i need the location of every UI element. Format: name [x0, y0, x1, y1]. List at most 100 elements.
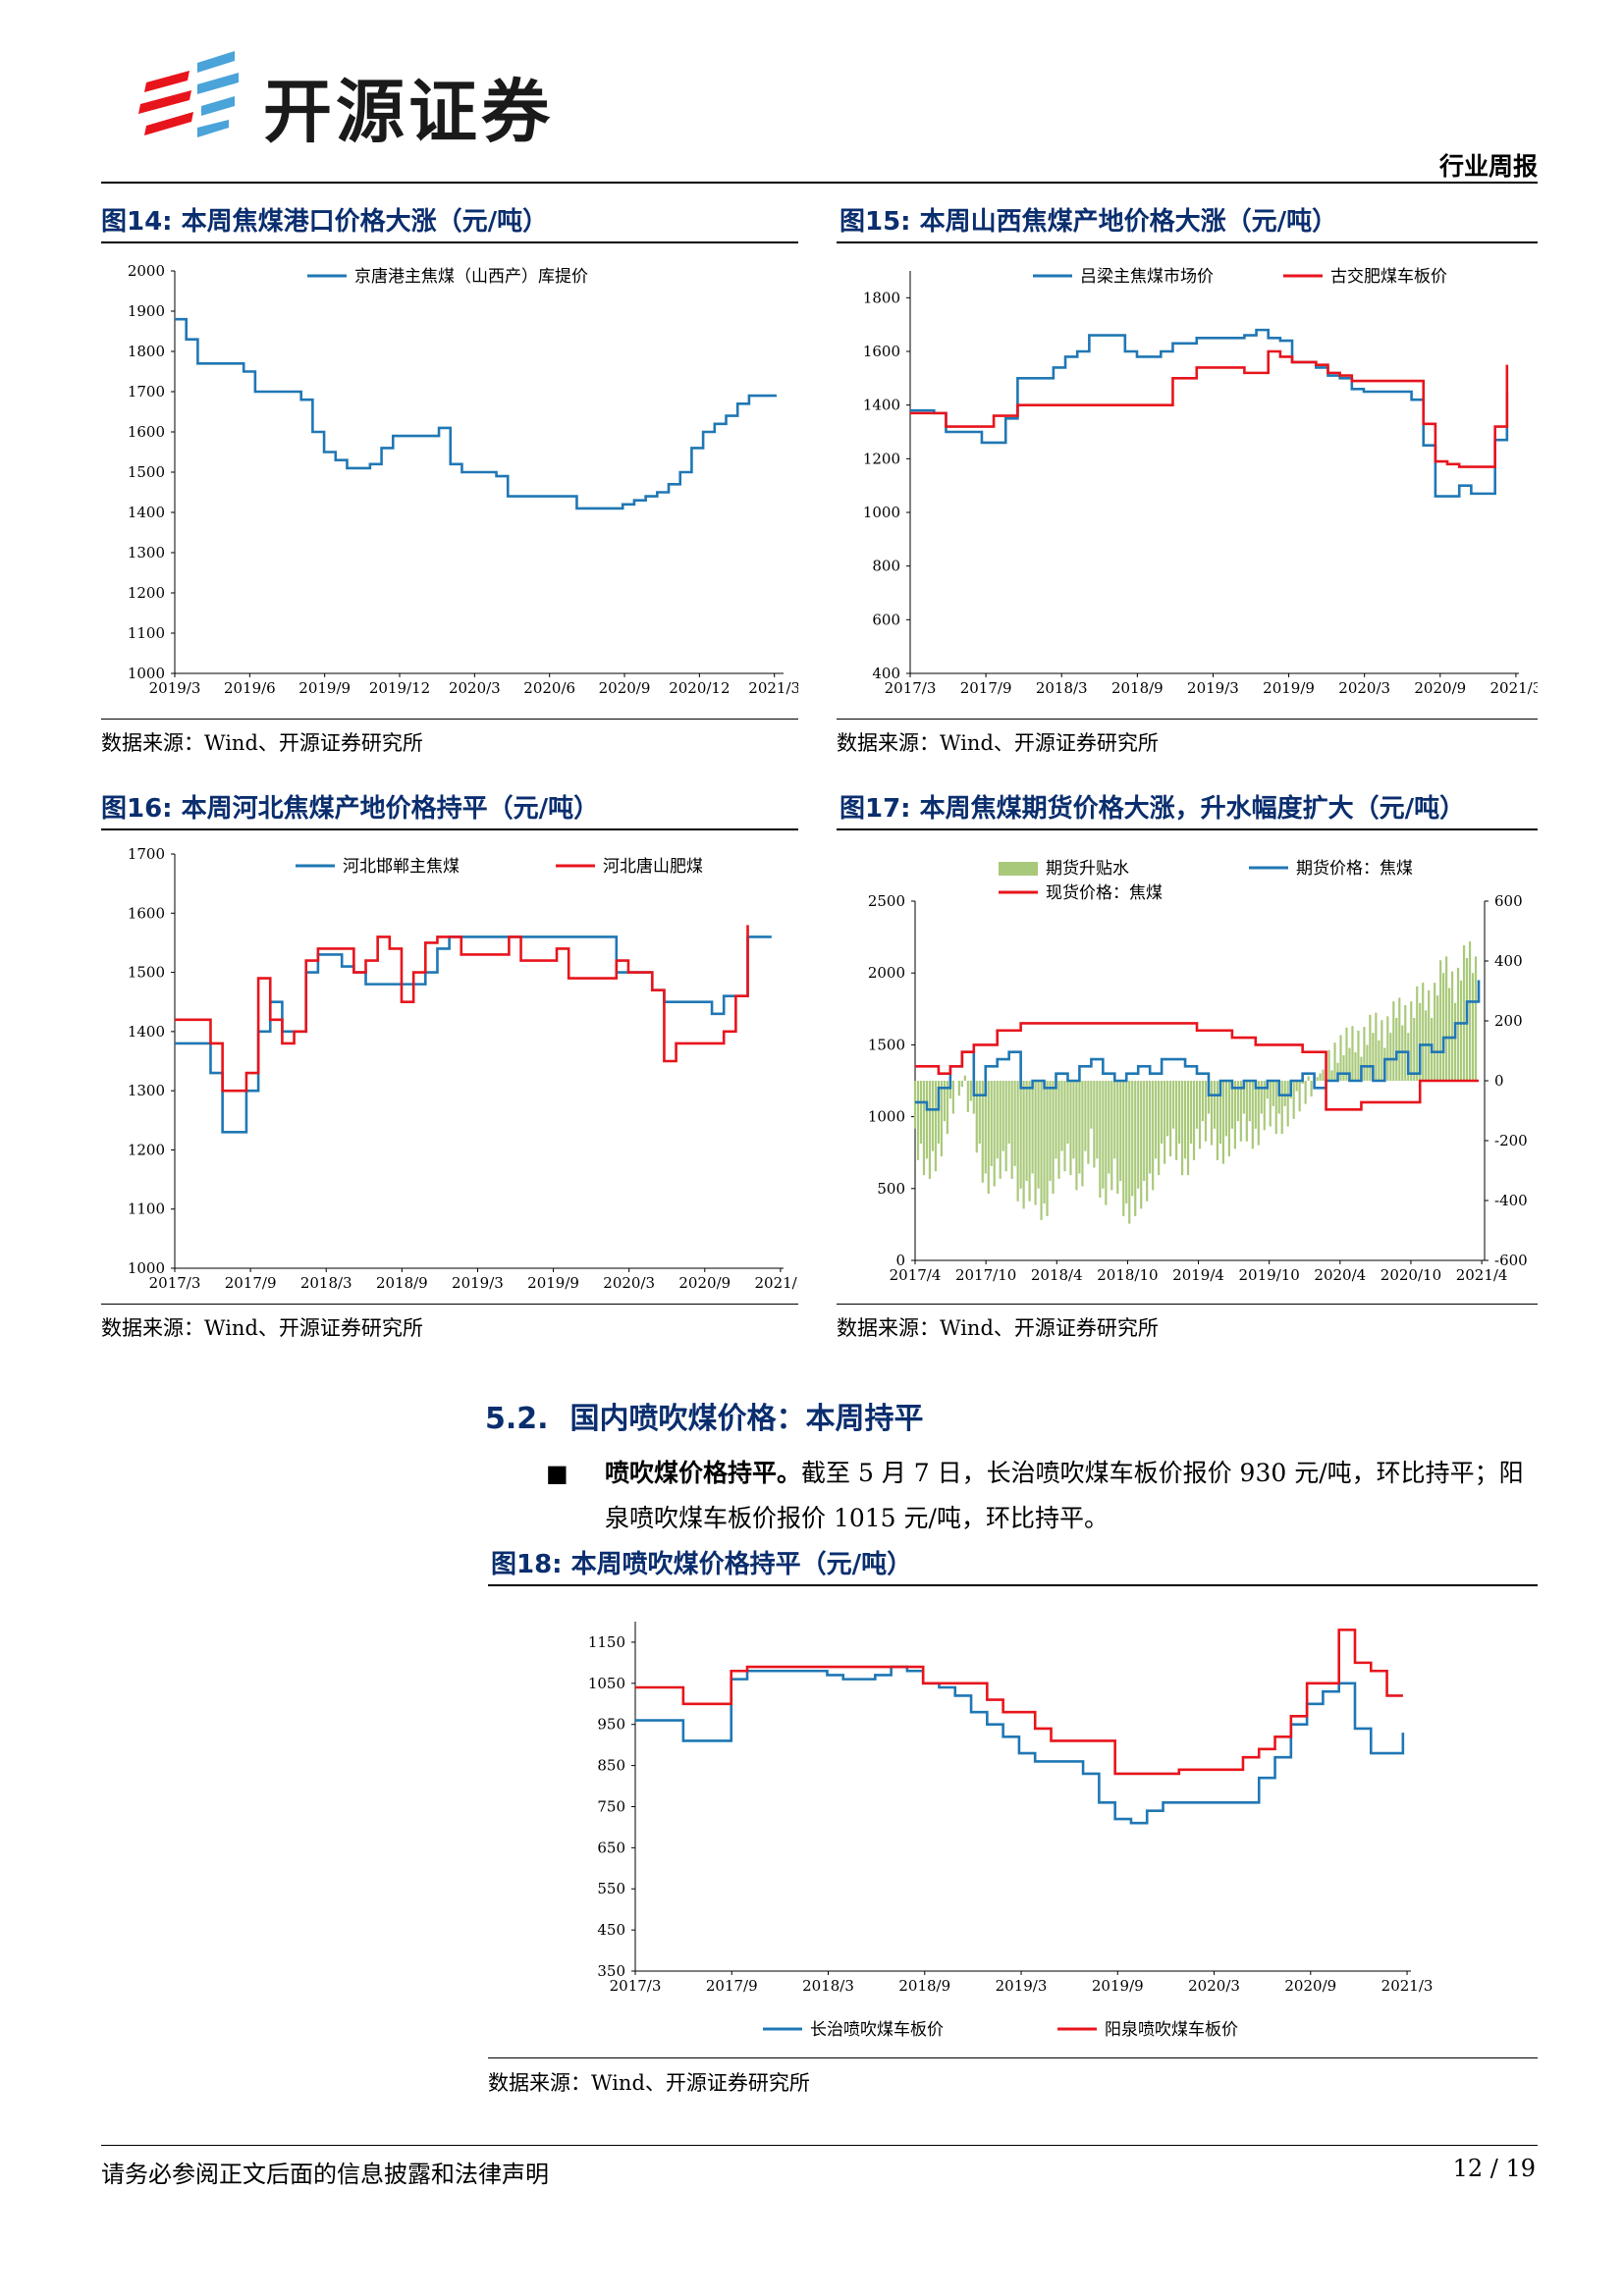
figure-15-chart: 400 600 800 1000 1200 1400 1600 1800 2017/3 2017/… — [863, 267, 1538, 697]
x-tick-label: 2020/6 — [523, 679, 575, 697]
x-tick-label: 2020/3 — [1188, 1977, 1240, 1995]
y-tick-label: 1100 — [128, 1201, 165, 1218]
y-tick-label: 600 — [872, 611, 900, 628]
y-tick-label: 1050 — [588, 1675, 625, 1692]
figure-14-divider — [101, 241, 798, 243]
figure-15-title: 图15: 本周山西焦煤产地价格大涨（元/吨） — [839, 207, 1338, 237]
x-tick-label: 2019/6 — [224, 679, 276, 697]
y-tick-label: 1600 — [128, 904, 165, 922]
y-tick-label: 400 — [872, 665, 900, 682]
legend-label: 吕梁主焦煤市场价 — [1080, 267, 1214, 287]
x-tick-label: 2018/4 — [1031, 1266, 1083, 1284]
x-tick-label: 2018/3 — [300, 1274, 352, 1292]
x-tick-label: 2019/3 — [996, 1977, 1048, 1995]
x-tick-label: 2019/12 — [369, 679, 430, 697]
y-tick-label: 350 — [597, 1962, 625, 1980]
legend-swatch — [999, 862, 1038, 876]
footer-divider — [101, 2145, 1538, 2146]
square-bullet-icon: ■ — [546, 1460, 568, 1487]
figure-17-title: 图17: 本周焦煤期货价格大涨，升水幅度扩大（元/吨） — [839, 794, 1466, 824]
legend-label: 古交肥煤车板价 — [1330, 267, 1447, 287]
x-tick-label: 2017/9 — [225, 1274, 277, 1292]
y-tick-label: 2000 — [128, 262, 165, 280]
x-tick-label: 2020/9 — [678, 1274, 731, 1292]
x-tick-label: 2017/3 — [610, 1977, 662, 1995]
figure-18-bottom-divider — [488, 2057, 1538, 2058]
figure-14-bottom-divider — [101, 719, 798, 720]
y-tick-label: 550 — [597, 1880, 625, 1897]
y-tick-label: 1200 — [863, 450, 900, 467]
y-tick-label: 500 — [877, 1180, 905, 1198]
section-title-text: 国内喷吹煤价格：本周持平 — [569, 1402, 924, 1436]
y2-tick-label: 600 — [1494, 892, 1523, 910]
header-divider — [101, 182, 1538, 184]
y-tick-label: 1200 — [128, 584, 165, 602]
figure-17-source: 数据来源：Wind、开源证券研究所 — [837, 1316, 1159, 1340]
bullet-text: 截至 5 月 7 日，长治喷吹煤车板价报价 930 元/吨，环比持平；阳泉喷吹煤… — [605, 1459, 1524, 1532]
y-tick-label: 1150 — [588, 1633, 625, 1651]
legend-label: 河北唐山肥煤 — [603, 856, 703, 877]
y2-tick-label: 0 — [1494, 1072, 1504, 1090]
y-tick-label: 1100 — [128, 624, 165, 642]
figure-18-chart: 350 450 550 650 750 850 950 1050 1150 2017/3 2017/… — [588, 1622, 1434, 2040]
x-tick-label: 2020/3 — [449, 679, 501, 697]
x-tick-label: 2020/3 — [603, 1274, 655, 1292]
series-line-0 — [175, 317, 777, 510]
y2-tick-label: -200 — [1494, 1132, 1528, 1149]
x-tick-label: 2017/3 — [885, 679, 937, 697]
figure-16-divider — [101, 828, 798, 830]
x-tick-label: 2018/10 — [1097, 1266, 1158, 1284]
x-tick-label: 2021/3 — [1381, 1977, 1434, 1995]
y-tick-label: 1000 — [128, 1259, 165, 1277]
y-tick-label: 1200 — [128, 1141, 165, 1158]
y-tick-label: 1300 — [128, 1082, 165, 1099]
x-tick-label: 2021/3 — [748, 679, 798, 697]
x-tick-label: 2018/9 — [1111, 679, 1164, 697]
x-tick-label: 2019/9 — [527, 1274, 579, 1292]
x-tick-label: 2019/9 — [298, 679, 351, 697]
y-tick-label: 850 — [597, 1757, 625, 1775]
x-tick-label: 2019/9 — [1263, 679, 1315, 697]
legend-label: 期货价格：焦煤 — [1296, 859, 1413, 879]
y-tick-label: 2000 — [868, 964, 905, 982]
y-tick-label: 1000 — [868, 1108, 905, 1126]
y-tick-label: 1700 — [128, 845, 165, 863]
figure-17-bottom-divider — [837, 1304, 1538, 1305]
x-tick-label: 2020/4 — [1314, 1266, 1366, 1284]
report-type-label: 行业周报 — [1438, 152, 1538, 181]
y2-tick-label: -600 — [1494, 1252, 1528, 1269]
x-tick-label: 2021/4 — [1456, 1266, 1508, 1284]
bullet-paragraph: ■ 喷吹煤价格持平。截至 5 月 7 日，长治喷吹煤车板价报价 930 元/吨，… — [546, 1451, 1535, 1541]
figure-18-source: 数据来源：Wind、开源证券研究所 — [488, 2071, 810, 2095]
x-tick-label: 2017/9 — [706, 1977, 758, 1995]
figure-15-divider — [837, 241, 1538, 243]
figure-14-source: 数据来源：Wind、开源证券研究所 — [101, 731, 423, 755]
brand-name: 开源证券 — [263, 72, 554, 152]
x-tick-label: 2018/3 — [802, 1977, 854, 1995]
x-tick-label: 2018/9 — [898, 1977, 950, 1995]
section-number: 5.2. — [485, 1402, 549, 1436]
y-tick-label: 1400 — [863, 397, 900, 414]
legend-label: 长治喷吹煤车板价 — [810, 2020, 944, 2040]
x-tick-label: 2020/12 — [669, 679, 730, 697]
legend-label: 期货升贴水 — [1046, 859, 1129, 879]
y-tick-label: 1600 — [128, 423, 165, 441]
figure-17-chart: 0 500 1000 1500 2000 2500 -600 -400 -200 0 200 400 6… — [868, 859, 1528, 1284]
y-tick-label: 1500 — [868, 1036, 905, 1053]
footer-disclaimer: 请务必参阅正文后面的信息披露和法律声明 — [101, 2161, 549, 2188]
page-number: 12 / 19 — [1452, 2155, 1536, 2182]
figure-16-title: 图16: 本周河北焦煤产地价格持平（元/吨） — [101, 794, 600, 824]
x-tick-label: 2020/3 — [1338, 679, 1390, 697]
y-tick-label: 750 — [597, 1797, 625, 1815]
y-tick-label: 1000 — [863, 504, 900, 521]
y-tick-label: 1600 — [863, 343, 900, 360]
y2-tick-label: -400 — [1494, 1192, 1528, 1209]
legend-label: 现货价格：焦煤 — [1046, 883, 1163, 903]
figure-16-source: 数据来源：Wind、开源证券研究所 — [101, 1316, 423, 1340]
x-tick-label: 2019/4 — [1172, 1266, 1224, 1284]
series-line-0 — [910, 328, 1509, 498]
y-tick-label: 1000 — [128, 665, 165, 682]
x-tick-label: 2020/9 — [1414, 679, 1466, 697]
y-tick-label: 1400 — [128, 504, 165, 521]
figure-15-bottom-divider — [837, 719, 1538, 720]
